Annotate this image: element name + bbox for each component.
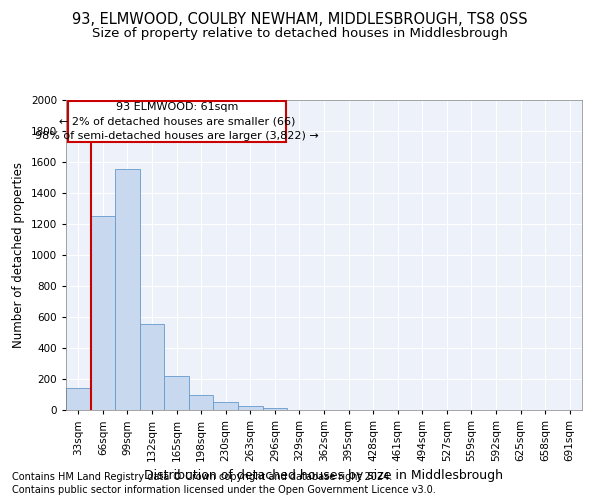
Text: Size of property relative to detached houses in Middlesbrough: Size of property relative to detached ho… bbox=[92, 28, 508, 40]
Bar bbox=[214, 402, 238, 410]
Bar bbox=[164, 376, 189, 410]
X-axis label: Distribution of detached houses by size in Middlesbrough: Distribution of detached houses by size … bbox=[145, 470, 503, 482]
Bar bbox=[66, 388, 91, 410]
Text: 93 ELMWOOD: 61sqm
← 2% of detached houses are smaller (66)
98% of semi-detached : 93 ELMWOOD: 61sqm ← 2% of detached house… bbox=[35, 102, 319, 141]
Bar bbox=[263, 408, 287, 410]
Bar bbox=[115, 169, 140, 410]
Text: Contains public sector information licensed under the Open Government Licence v3: Contains public sector information licen… bbox=[12, 485, 436, 495]
Y-axis label: Number of detached properties: Number of detached properties bbox=[12, 162, 25, 348]
Text: Contains HM Land Registry data © Crown copyright and database right 2024.: Contains HM Land Registry data © Crown c… bbox=[12, 472, 392, 482]
Bar bbox=[91, 216, 115, 410]
Bar bbox=[238, 406, 263, 410]
Text: 93, ELMWOOD, COULBY NEWHAM, MIDDLESBROUGH, TS8 0SS: 93, ELMWOOD, COULBY NEWHAM, MIDDLESBROUG… bbox=[72, 12, 528, 28]
Bar bbox=[68, 101, 286, 142]
Bar bbox=[140, 324, 164, 410]
Bar bbox=[189, 396, 214, 410]
